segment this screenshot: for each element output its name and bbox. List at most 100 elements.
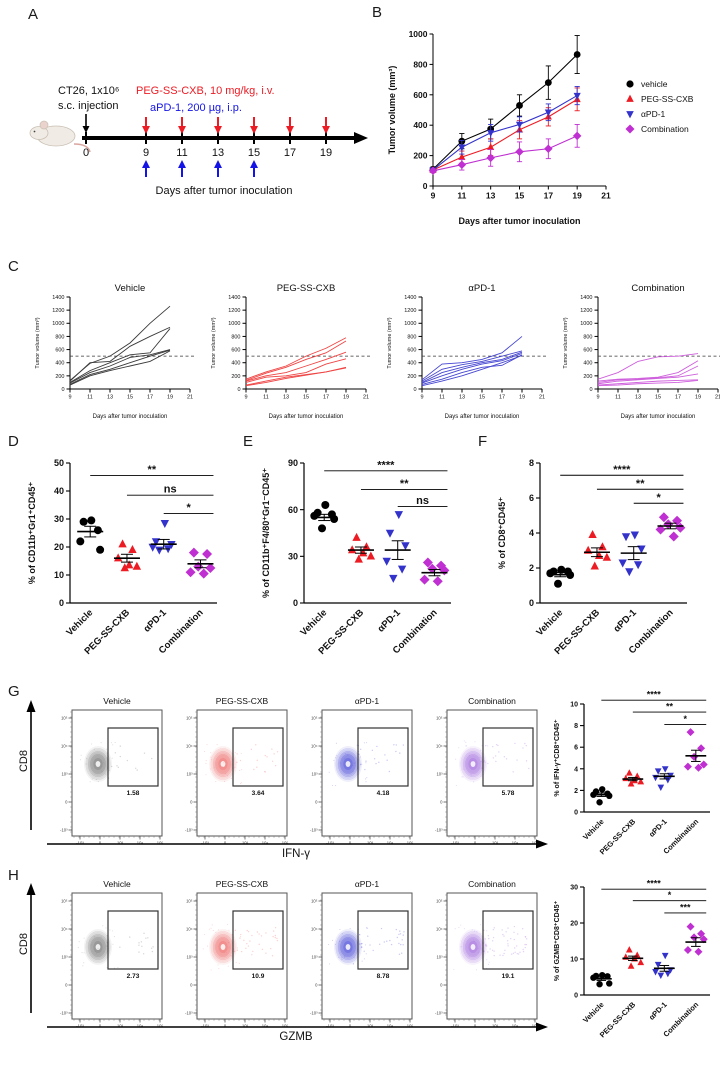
svg-text:800: 800 (413, 59, 427, 69)
svg-text:9: 9 (143, 147, 149, 159)
panel-a-label: A (28, 6, 39, 23)
svg-text:10⁴: 10⁴ (137, 841, 144, 846)
panel-g-label: G (8, 683, 21, 700)
svg-text:6: 6 (529, 493, 534, 503)
triangle-down-legend-marker (626, 110, 634, 118)
ifng-axis-arrow (46, 838, 552, 850)
svg-text:400: 400 (413, 120, 427, 130)
svg-text:10³: 10³ (492, 1024, 499, 1029)
svg-text:9: 9 (431, 191, 436, 201)
svg-text:PEG-SS-CXB, 10 mg/kg, i.v.: PEG-SS-CXB, 10 mg/kg, i.v. (136, 85, 275, 97)
svg-text:10⁴: 10⁴ (61, 927, 68, 932)
svg-text:0: 0 (349, 1024, 352, 1029)
svg-text:10⁴: 10⁴ (512, 841, 519, 846)
circle-legend-marker (626, 79, 634, 88)
panel-b-label: B (372, 4, 383, 21)
svg-text:0: 0 (61, 387, 64, 393)
dot-plot-macrophage: 0 30 60 90 % of CD11b⁺F4/80⁺Gr1⁻CD45⁺ Vehicle… (258, 443, 463, 685)
legend-item: PEG-SS-CXB (624, 93, 693, 104)
svg-text:4: 4 (529, 528, 534, 538)
svg-text:10⁴: 10⁴ (311, 744, 318, 749)
svg-text:-10³: -10³ (435, 828, 443, 833)
svg-text:**: ** (666, 702, 674, 712)
svg-text:11: 11 (615, 395, 621, 401)
svg-text:0: 0 (99, 1024, 102, 1029)
svg-text:0: 0 (574, 992, 578, 999)
svg-text:-10³: -10³ (76, 1024, 84, 1029)
svg-text:19: 19 (572, 191, 582, 201)
svg-text:0: 0 (59, 598, 64, 608)
panel-f-label: F (478, 433, 488, 450)
legend-label: αPD-1 (641, 108, 666, 119)
svg-text:17: 17 (284, 147, 296, 159)
legend-label: Combination (641, 123, 689, 134)
svg-text:1000: 1000 (409, 29, 428, 39)
svg-text:**: ** (636, 478, 645, 490)
svg-text:800: 800 (55, 334, 64, 340)
svg-text:***: *** (680, 902, 691, 912)
svg-text:Vehicle: Vehicle (103, 879, 131, 889)
panel-d-label: D (8, 433, 20, 450)
svg-text:21: 21 (187, 395, 193, 401)
svg-text:19: 19 (320, 147, 332, 159)
svg-text:Tumor volume (mm³): Tumor volume (mm³) (211, 317, 217, 368)
svg-text:0: 0 (293, 598, 298, 608)
svg-text:*: * (684, 714, 688, 724)
svg-text:0: 0 (529, 598, 534, 608)
svg-text:8.78: 8.78 (377, 973, 390, 980)
svg-text:10⁵: 10⁵ (157, 841, 164, 846)
svg-text:800: 800 (583, 334, 592, 340)
svg-text:19: 19 (519, 395, 525, 401)
svg-text:% of CD11b⁺Gr1⁺CD45⁺: % of CD11b⁺Gr1⁺CD45⁺ (27, 482, 37, 585)
dot-plot-mdsc: 0 10 20 30 40 50% of CD11b⁺Gr1⁺CD45⁺ Vehicle PE… (24, 443, 229, 685)
svg-text:0: 0 (315, 983, 318, 988)
svg-text:9: 9 (420, 395, 423, 401)
svg-text:30: 30 (54, 514, 64, 524)
svg-text:200: 200 (583, 374, 592, 380)
svg-text:CT26, 1x10⁶: CT26, 1x10⁶ (58, 85, 119, 97)
svg-text:600: 600 (413, 90, 427, 100)
svg-text:30: 30 (570, 884, 578, 891)
svg-text:0: 0 (589, 387, 592, 393)
svg-text:αPD-1: αPD-1 (142, 607, 170, 635)
svg-text:800: 800 (231, 334, 240, 340)
svg-text:10⁴: 10⁴ (311, 927, 318, 932)
svg-text:Vehicle: Vehicle (581, 1000, 606, 1025)
svg-text:Days after tumor inoculation: Days after tumor inoculation (269, 414, 344, 420)
svg-text:10⁴: 10⁴ (436, 927, 443, 932)
mouse-icon (29, 120, 91, 153)
svg-text:17: 17 (499, 395, 505, 401)
svg-text:PEG-SS-CXB: PEG-SS-CXB (216, 879, 269, 889)
spider-plot-apd1: 0 200 400 600 800 1000 1200 1400 9 11 13 15 17 19 21 αP… (382, 281, 550, 421)
svg-text:10⁵: 10⁵ (407, 841, 414, 846)
svg-text:13: 13 (459, 395, 465, 401)
svg-text:10³: 10³ (186, 772, 193, 777)
svg-text:-10³: -10³ (76, 841, 84, 846)
svg-text:1400: 1400 (404, 295, 416, 301)
flow-plot-row-gzmb: Vehicle 10⁵ 10⁴ 10³ 0 -10³ -10³ 0 10³ 10⁴ 10⁵ 2.73 P… (46, 877, 541, 1029)
svg-text:15: 15 (655, 395, 661, 401)
svg-text:20: 20 (54, 542, 64, 552)
svg-text:0: 0 (99, 841, 102, 846)
svg-text:-10³: -10³ (60, 1011, 68, 1016)
panel-e-label: E (243, 433, 254, 450)
svg-text:19.1: 19.1 (502, 973, 515, 980)
flow-plot-PEG-SS-CXB: PEG-SS-CXB 10⁵ 10⁴ 10³ 0 -10³ -10³ 0 10³ 10⁴ 10⁵ 10… (185, 879, 289, 1029)
timeline-svg: CT26, 1x10⁶ s.c. injection PEG-SS-CXB, 10 … (29, 85, 368, 197)
svg-text:10⁴: 10⁴ (387, 841, 394, 846)
svg-text:PEG-SS-CXB: PEG-SS-CXB (277, 283, 336, 294)
svg-text:10⁵: 10⁵ (282, 1024, 289, 1029)
svg-text:0: 0 (413, 387, 416, 393)
dot-plot-ifng-cd8: 0 2 4 6 8 10% of IFN-γ⁺CD8⁺CD45⁺ Vehicle PEG-SS… (548, 688, 720, 872)
cd8-axis-arrow (24, 883, 38, 1025)
svg-text:10³: 10³ (117, 841, 124, 846)
svg-text:1400: 1400 (580, 295, 592, 301)
svg-text:1000: 1000 (580, 321, 592, 327)
svg-text:400: 400 (55, 361, 64, 367)
flow-plot-PEG-SS-CXB: PEG-SS-CXB 10⁵ 10⁴ 10³ 0 -10³ -10³ 0 10³ 10⁴ 10⁵ 3.… (185, 696, 288, 846)
svg-text:21: 21 (715, 395, 720, 401)
svg-text:15: 15 (515, 191, 525, 201)
svg-text:1.58: 1.58 (127, 790, 140, 797)
